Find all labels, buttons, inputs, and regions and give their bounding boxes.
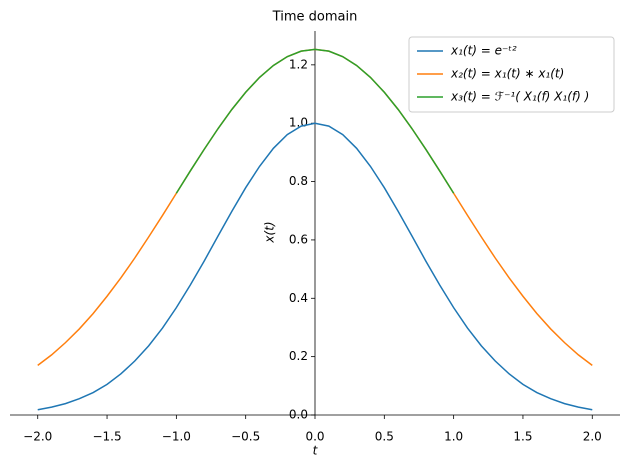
legend-label: x₃(t) = ℱ⁻¹( X₁(f) X₁(f) ) — [450, 90, 589, 104]
legend: x₁(t) = e⁻ᵗ² x₂(t) = x₁(t) ∗ x₁(t) x₃(t) =… — [408, 36, 615, 113]
series-line — [175, 48, 455, 194]
legend-label: x₁(t) = e⁻ᵗ² — [450, 44, 517, 58]
x-tick-label: 0.0 — [305, 430, 324, 444]
y-tick-label: 0.8 — [289, 174, 308, 188]
x-tick-label: −1.5 — [92, 430, 121, 444]
legend-label: x₂(t) = x₁(t) ∗ x₁(t) — [450, 67, 564, 81]
legend-box — [408, 36, 615, 113]
x-tick-label: −0.5 — [231, 430, 260, 444]
y-axis-label: x(t) — [263, 221, 277, 243]
x-tick-label: 1.5 — [513, 430, 532, 444]
y-tick-label: 0.6 — [289, 232, 308, 246]
series-line — [37, 122, 593, 411]
y-tick-label: 1.2 — [289, 57, 308, 71]
x-tick-label: −2.0 — [23, 430, 52, 444]
x-tick-label: 2.0 — [583, 430, 602, 444]
x-tick-label: 0.5 — [375, 430, 394, 444]
x-tick-label: 1.0 — [444, 430, 463, 444]
y-tick-label: 0.2 — [289, 349, 308, 363]
x-tick-label: −1.0 — [162, 430, 191, 444]
y-tick-label: 0.4 — [289, 291, 308, 305]
x-axis-label: t — [313, 444, 319, 458]
y-tick-label: 0.0 — [289, 408, 308, 422]
chart-title: Time domain — [272, 10, 358, 25]
